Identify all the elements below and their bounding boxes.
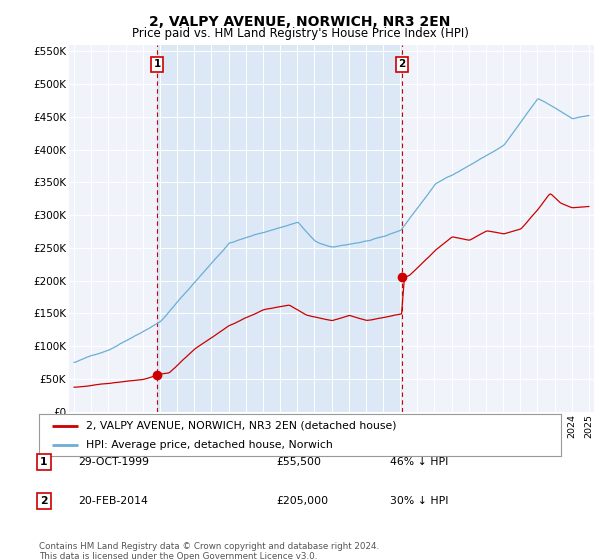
Text: Price paid vs. HM Land Registry's House Price Index (HPI): Price paid vs. HM Land Registry's House … xyxy=(131,27,469,40)
Text: 2: 2 xyxy=(398,59,406,69)
Bar xyxy=(157,45,402,412)
Text: 20-FEB-2014: 20-FEB-2014 xyxy=(78,496,148,506)
Text: 46% ↓ HPI: 46% ↓ HPI xyxy=(390,457,448,467)
Text: 30% ↓ HPI: 30% ↓ HPI xyxy=(390,496,449,506)
Text: HPI: Average price, detached house, Norwich: HPI: Average price, detached house, Norw… xyxy=(86,440,333,450)
Text: 2, VALPY AVENUE, NORWICH, NR3 2EN: 2, VALPY AVENUE, NORWICH, NR3 2EN xyxy=(149,15,451,29)
Text: 1: 1 xyxy=(40,457,47,467)
Text: 29-OCT-1999: 29-OCT-1999 xyxy=(78,457,149,467)
Text: Contains HM Land Registry data © Crown copyright and database right 2024.
This d: Contains HM Land Registry data © Crown c… xyxy=(39,542,379,560)
Text: 2, VALPY AVENUE, NORWICH, NR3 2EN (detached house): 2, VALPY AVENUE, NORWICH, NR3 2EN (detac… xyxy=(86,421,397,431)
Text: 1: 1 xyxy=(154,59,161,69)
Text: 2: 2 xyxy=(40,496,47,506)
Text: £205,000: £205,000 xyxy=(276,496,328,506)
Text: £55,500: £55,500 xyxy=(276,457,321,467)
